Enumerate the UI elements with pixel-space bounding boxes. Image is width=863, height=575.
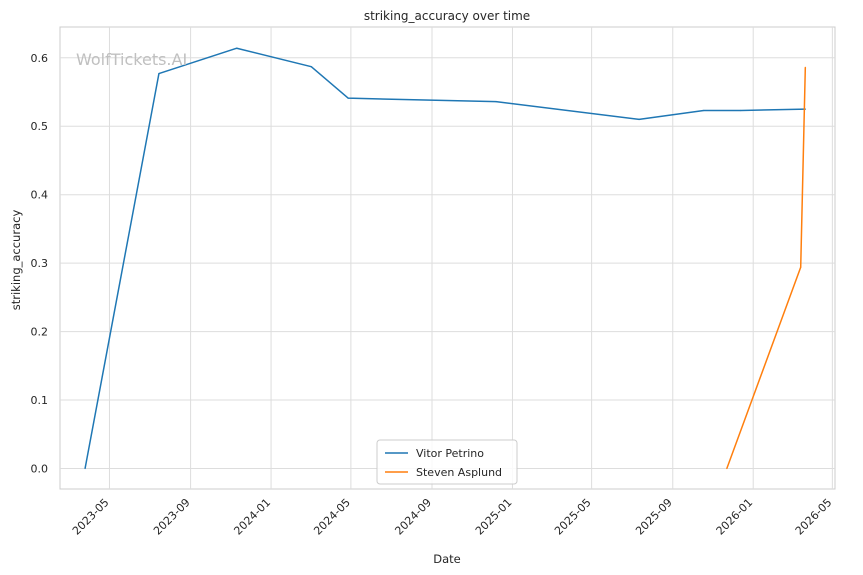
legend-label-vitor-petrino: Vitor Petrino xyxy=(416,447,484,460)
y-tick-label: 0.2 xyxy=(31,326,49,339)
x-axis-label: Date xyxy=(433,552,461,566)
data-point-vitor-petrino xyxy=(347,97,349,99)
data-point-steven-asplund xyxy=(726,467,728,470)
watermark: WolfTickets.AI xyxy=(76,50,187,69)
data-point-vitor-petrino xyxy=(158,72,160,75)
y-axis-ticks: 0.0 0.1 0.2 0.3 0.4 0.5 0.6 xyxy=(31,52,49,476)
data-point-vitor-petrino xyxy=(84,467,86,470)
data-point-steven-asplund xyxy=(804,66,806,68)
series-line-vitor-petrino xyxy=(84,47,806,469)
data-point-vitor-petrino xyxy=(310,66,312,68)
y-tick-label: 0.4 xyxy=(31,189,49,202)
y-tick-label: 0.0 xyxy=(31,462,49,475)
data-point-vitor-petrino xyxy=(638,118,640,120)
chart-title: striking_accuracy over time xyxy=(364,9,530,23)
y-tick-label: 0.5 xyxy=(31,120,49,133)
y-tick-label: 0.6 xyxy=(31,52,49,65)
y-tick-label: 0.1 xyxy=(31,394,49,407)
data-point-vitor-petrino xyxy=(495,101,497,103)
data-point-vitor-petrino xyxy=(236,47,238,49)
legend-label-steven-asplund: Steven Asplund xyxy=(416,466,502,479)
legend: Vitor Petrino Steven Asplund xyxy=(376,439,518,485)
y-axis-label: striking_accuracy xyxy=(9,210,23,311)
series-lines xyxy=(84,47,807,470)
legend-box xyxy=(376,439,518,485)
data-point-vitor-petrino xyxy=(703,109,705,112)
y-tick-label: 0.3 xyxy=(31,257,49,270)
data-point-vitor-petrino xyxy=(740,109,742,112)
plot-area xyxy=(59,26,836,490)
data-point-steven-asplund xyxy=(800,266,802,268)
